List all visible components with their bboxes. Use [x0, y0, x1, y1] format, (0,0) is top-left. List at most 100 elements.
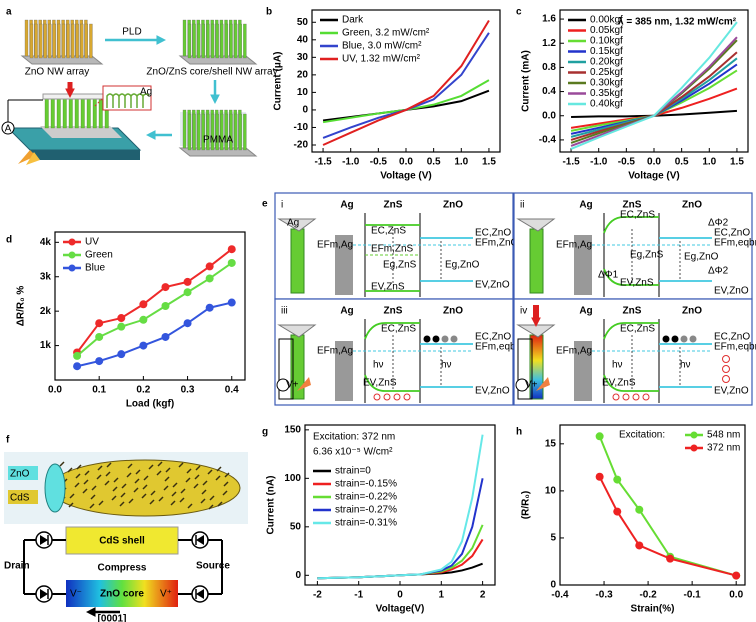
y-tick-label: 0 — [295, 570, 301, 581]
legend-label: strain=-0.22% — [335, 492, 397, 503]
legend-marker — [690, 431, 698, 439]
line — [141, 493, 147, 499]
inset-wire — [106, 93, 114, 108]
y-tick-label: 30 — [297, 52, 309, 63]
x-tick-label: -1.5 — [314, 157, 332, 168]
y-tick-label: 1.6 — [542, 14, 556, 25]
x-tick-label: -1.5 — [562, 157, 580, 168]
label: A — [5, 124, 12, 135]
marker — [117, 314, 126, 323]
material-label: Ag — [340, 306, 353, 317]
label: CdS — [10, 493, 30, 504]
line — [104, 480, 110, 486]
charge — [722, 355, 730, 363]
y-tick-label: -0.4 — [539, 135, 557, 146]
marker — [732, 571, 741, 580]
electron — [689, 335, 697, 343]
y-tick-label: 0.0 — [542, 110, 556, 121]
zns-valence — [364, 374, 420, 392]
arrow-head — [156, 35, 166, 45]
zns-conduction — [603, 322, 659, 340]
y-tick-label: 50 — [297, 17, 309, 28]
marker — [205, 274, 214, 283]
line — [84, 470, 90, 476]
line — [201, 489, 207, 495]
legend-marker — [68, 251, 76, 259]
marker — [139, 341, 148, 350]
marker — [95, 319, 104, 328]
nanowire — [234, 23, 238, 59]
x-tick-label: -0.4 — [551, 590, 569, 601]
band-label: V+ — [286, 380, 299, 391]
x-axis-title: Voltage (V) — [628, 171, 679, 182]
nanowire — [290, 228, 305, 294]
line — [148, 464, 154, 470]
nanowire — [197, 113, 201, 151]
band-label: EFm,ZnO — [475, 238, 519, 249]
label: Source — [196, 561, 230, 572]
band-label: Eg,ZnS — [630, 250, 664, 261]
marker — [95, 332, 104, 341]
band-label: EV,ZnS — [371, 282, 405, 293]
line — [223, 481, 229, 487]
line — [91, 485, 97, 491]
line — [76, 464, 82, 470]
zno-key — [8, 466, 38, 480]
marker — [117, 322, 126, 331]
series-line — [317, 434, 484, 580]
band-label: hν — [441, 360, 452, 371]
band-label: hν — [680, 360, 691, 371]
band-label: EV,ZnS — [363, 378, 397, 389]
y-tick-label: 150 — [284, 424, 301, 435]
light-beam — [26, 152, 40, 165]
line — [119, 501, 125, 507]
nanowire — [38, 23, 43, 59]
ag-band — [335, 235, 353, 295]
material-label: Ag — [340, 200, 353, 211]
band-label: Eg,ZnS — [383, 260, 417, 271]
legend-label: 0.00kgf — [590, 15, 623, 26]
label: CdS shell — [99, 536, 145, 547]
marker — [635, 505, 644, 514]
legend-label: Dark — [342, 15, 364, 26]
line — [172, 482, 178, 488]
nanowire — [62, 97, 67, 129]
panel-label: e — [262, 199, 268, 210]
electron — [432, 335, 440, 343]
line — [75, 473, 81, 479]
band-label: EC,ZnO — [714, 332, 750, 343]
line — [156, 470, 162, 476]
marker — [183, 277, 192, 286]
x-tick-label: 0.4 — [225, 385, 239, 396]
inset-wire — [142, 93, 150, 108]
series-line — [322, 19, 490, 146]
line — [194, 474, 200, 480]
diode-arrow — [196, 589, 204, 599]
y-tick-label: 1k — [40, 340, 52, 351]
marker — [635, 541, 644, 550]
legend-label: 0.20kgf — [590, 57, 623, 68]
legend-label: UV, 1.32 mW/cm² — [342, 54, 421, 65]
nanowire — [80, 23, 84, 59]
y-axis-title: ΔR/R₀ % — [16, 286, 27, 327]
hole — [383, 393, 391, 401]
nanowire — [75, 23, 79, 59]
nanowire — [34, 23, 38, 59]
nanowire — [182, 109, 187, 149]
tip-label: Ag — [287, 218, 299, 229]
nanowire — [187, 23, 192, 59]
line — [185, 477, 191, 483]
y-tick-label: 4k — [40, 237, 52, 248]
nanowire — [52, 23, 57, 59]
x-tick-label: -0.5 — [618, 157, 636, 168]
line — [217, 501, 223, 507]
line — [89, 503, 95, 509]
band-label: EC,ZnO — [475, 332, 511, 343]
nanowire — [56, 97, 61, 129]
band-label: EFm,Ag — [317, 346, 353, 357]
line — [215, 475, 221, 481]
y-axis-title: Current (μA) — [273, 52, 284, 111]
x-axis-title: Load (kgf) — [126, 399, 174, 410]
y-tick-label: 100 — [284, 473, 301, 484]
line — [195, 465, 201, 471]
